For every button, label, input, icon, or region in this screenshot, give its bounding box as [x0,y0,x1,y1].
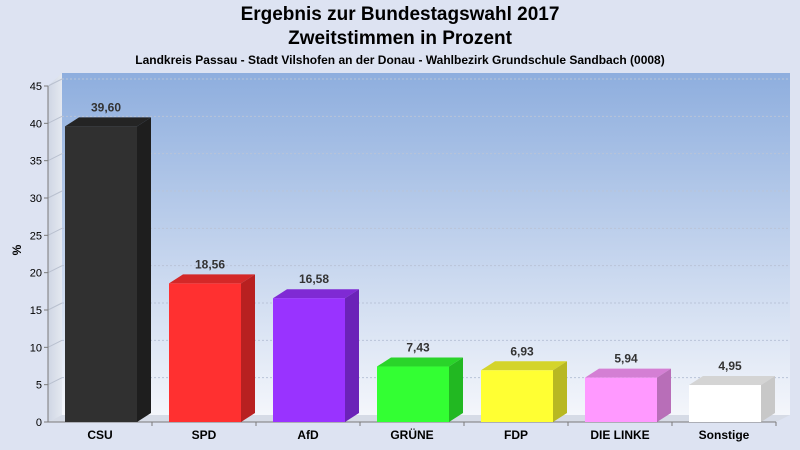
category-label: SPD [192,428,217,442]
bar-csu: 39,60 [65,100,151,422]
gridline-side [47,78,63,87]
y-axis-label: % [10,244,24,255]
gridline-side [47,115,63,124]
bars: 39,60 18,56 16,58 7,43 6,93 5,94 4,95 [65,100,775,422]
value-label: 4,95 [718,359,742,373]
bar-front [169,283,241,422]
bar-side [553,361,567,422]
gridline-side [47,265,63,274]
gridline-side [47,339,63,348]
bar-front [689,385,761,422]
y-tick-label: 30 [30,193,42,205]
category-labels: CSU SPD AfD GRÜNE FDP DIE LINKE Sonstige [87,422,777,442]
chart-subtitle: Landkreis Passau - Stadt Vilshofen an de… [135,53,665,67]
bar-afd: 16,58 [273,272,359,422]
bar-top [585,368,671,378]
bar-side [449,357,463,422]
bar-side [241,274,255,422]
y-tick-label: 35 [30,156,42,168]
value-label: 5,94 [614,352,638,366]
bar-top [481,361,567,371]
bar-sonstige: 4,95 [689,359,775,422]
bar-front [481,370,553,422]
category-label: AfD [297,428,319,442]
value-label: 39,60 [91,100,121,114]
gridline-side [47,190,63,199]
category-label: FDP [504,428,528,442]
y-tick-label: 10 [30,342,42,354]
y-tick-label: 15 [30,305,42,317]
gridline-side [47,153,63,162]
gridline-side [47,302,63,311]
category-label: Sonstige [699,428,750,442]
category-label: CSU [87,428,112,442]
bar-spd: 18,56 [169,257,255,422]
gridline-side [47,377,63,386]
gridline-side [47,227,63,236]
y-tick-label: 0 [36,417,42,429]
bar-die-linke: 5,94 [585,352,671,422]
chart-title-line-1: Ergebnis zur Bundestagswahl 2017 [240,4,560,25]
value-label: 6,93 [510,344,534,358]
bar-top [689,376,775,386]
category-label: GRÜNE [390,427,433,442]
y-tick-label: 45 [30,81,42,93]
plot-side-wall [48,73,62,422]
y-tick-label: 25 [30,230,42,242]
bar-top [273,289,359,299]
bar-side [657,368,671,422]
value-label: 7,43 [406,341,430,355]
bar-top [65,117,151,127]
y-tick-label: 5 [36,380,42,392]
bar-side [137,117,151,422]
bar-fdp: 6,93 [481,344,567,422]
bar-front [377,366,449,422]
chart-title-line-2: Zweitstimmen in Prozent [288,28,512,49]
category-label: DIE LINKE [590,428,649,442]
bar-top [377,357,463,367]
bar-top [169,274,255,284]
y-tick-label: 40 [30,118,42,130]
bar-side [761,376,775,422]
bar-front [585,377,657,422]
chart-title: Ergebnis zur Bundestagswahl 2017 Zweitst… [0,3,800,51]
y-tick-label: 20 [30,268,42,280]
bar-side [345,289,359,422]
value-label: 16,58 [299,272,329,286]
bar-front [65,126,137,422]
bar-front [273,298,345,422]
y-tick-labels: 0 5 10 15 20 25 30 35 40 45 [30,81,48,429]
bar-grüne: 7,43 [377,341,463,422]
value-label: 18,56 [195,257,225,271]
